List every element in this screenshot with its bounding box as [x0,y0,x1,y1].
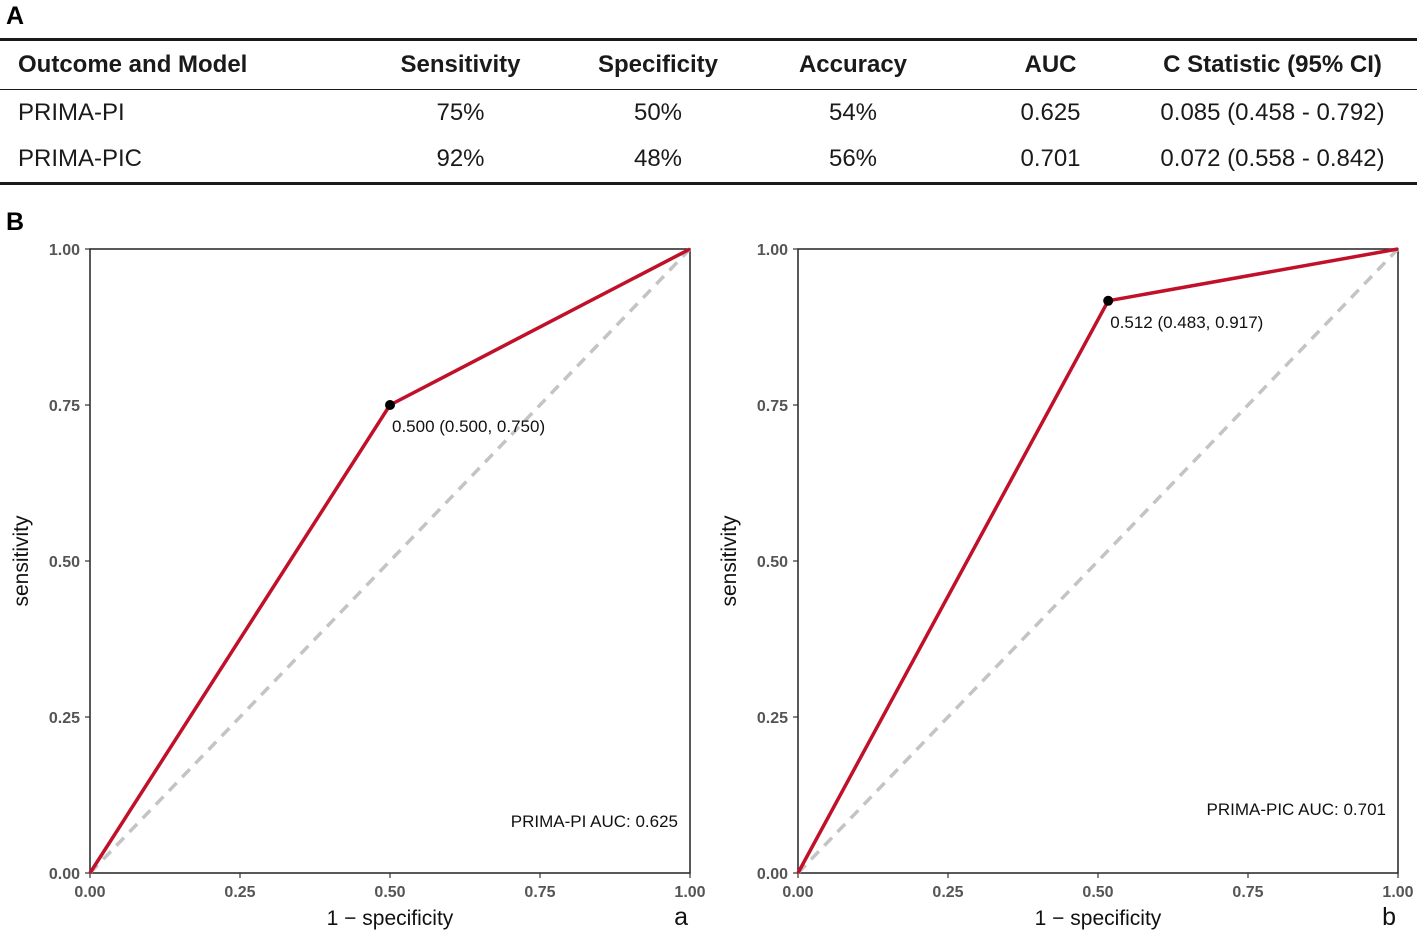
header-sensitivity: Sensitivity [358,38,563,90]
panel-sublabel: b [1382,903,1396,930]
y-tick-label: 0.00 [757,866,788,883]
y-tick-label: 0.00 [49,866,80,883]
cell-model: PRIMA-PIC [0,136,358,185]
table-row: PRIMA-PI 75% 50% 54% 0.625 0.085 (0.458 … [0,90,1417,137]
plot-frame [797,248,1399,874]
x-axis-title: 1 − specificity [327,907,454,930]
cell-auc: 0.625 [1020,99,1081,126]
y-axis-title: sensitivity [10,515,33,607]
table-header-row: Outcome and Model Sensitivity Specificit… [0,38,1417,90]
x-tick-label: 0.25 [224,884,255,901]
plot-frame [89,248,691,874]
header-auc: AUC [953,38,1148,90]
cutoff-point [1103,295,1114,306]
table-row: PRIMA-PIC 92% 48% 56% 0.701 0.072 (0.558… [0,136,1417,185]
panel-label-a: A [6,2,25,30]
x-tick-label: 0.25 [932,884,963,901]
cutoff-annotation: 0.500 (0.500, 0.750) [392,417,545,436]
y-tick-label: 0.50 [757,554,788,571]
panel-sublabel: a [674,903,688,930]
y-tick-label: 0.25 [49,710,80,727]
cutoff-point [385,400,395,410]
roc-panel-a: 0.00 0.25 0.50 0.75 1.00 0.00 0.25 0.50 0.75 1.00… [10,242,706,930]
header-outcome-model: Outcome and Model [0,38,358,90]
x-tick-label: 1.00 [1382,884,1413,901]
x-axis-title: 1 − specificity [1035,907,1162,930]
y-tick-label: 0.75 [757,398,788,415]
cell-c-statistic: 0.085 (0.458 - 0.792) [1160,99,1385,126]
roc-curve-line [88,247,691,874]
cell-specificity: 50% [633,99,683,126]
results-table: Outcome and Model Sensitivity Specificit… [0,38,1417,185]
x-tick-label: 0.50 [1082,884,1113,901]
cell-accuracy: 56% [753,136,953,185]
results-table-wrap: Outcome and Model Sensitivity Specificit… [0,38,1417,185]
y-tick-label: 0.25 [757,710,788,727]
reference-diagonal-line [796,247,1400,875]
panel-label-b: B [6,208,25,236]
header-specificity: Specificity [563,38,753,90]
x-tick-label: 0.00 [782,884,813,901]
reference-diagonal-line [88,247,692,875]
x-tick-label: 0.00 [74,884,105,901]
y-tick-label: 0.50 [49,554,80,571]
roc-panel-b: 0.00 0.25 0.50 0.75 1.00 0.00 0.25 0.50 0.75 1.00… [718,242,1414,930]
y-tick-label: 1.00 [757,242,788,259]
cutoff-annotation: 0.512 (0.483, 0.917) [1110,313,1263,332]
header-c-statistic: C Statistic (95% CI) [1148,38,1417,90]
auc-label: PRIMA-PI AUC: 0.625 [511,812,678,831]
auc-label: PRIMA-PIC AUC: 0.701 [1206,800,1386,819]
cell-sensitivity: 75% [436,99,485,126]
cell-model: PRIMA-PI [18,99,125,126]
cell-sensitivity: 92% [358,136,563,185]
cell-accuracy: 54% [828,99,878,126]
y-tick-label: 1.00 [49,242,80,259]
x-tick-label: 0.75 [1232,884,1263,901]
header-accuracy: Accuracy [753,38,953,90]
x-tick-label: 1.00 [674,884,705,901]
x-tick-label: 0.75 [524,884,555,901]
y-tick-label: 0.75 [49,398,80,415]
cell-c-statistic: 0.072 (0.558 - 0.842) [1148,136,1417,185]
y-axis-title: sensitivity [718,515,741,607]
roc-curve-line [796,247,1399,874]
x-tick-label: 0.50 [374,884,405,901]
cell-auc: 0.701 [953,136,1148,185]
cell-specificity: 48% [563,136,753,185]
